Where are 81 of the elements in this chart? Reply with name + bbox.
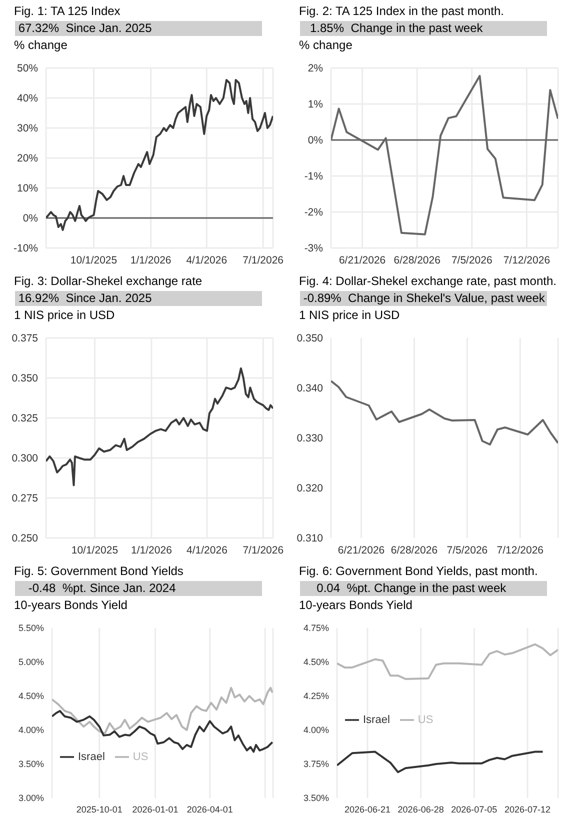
y-tick-label: 4.50%	[18, 691, 44, 702]
y-tick-label: 3.50%	[18, 759, 44, 770]
chart-title: Fig. 4: Dollar-Shekel exchange rate, past month.	[299, 274, 556, 288]
y-tick-label: 0.330	[296, 432, 324, 445]
legend-label: US	[418, 714, 434, 726]
y-tick-label: 5.50%	[18, 623, 44, 634]
x-tick-label: 2025-10-01	[76, 804, 122, 814]
x-tick-label: 1/1/2026	[131, 544, 172, 556]
x-tick-label: 2026-01-01	[132, 804, 178, 814]
y-tick-label: 50%	[16, 62, 38, 75]
y-tick-label: 0.250	[12, 532, 38, 545]
y-tick-label: 0.275	[12, 492, 38, 505]
chart-title: Fig. 2: TA 125 Index in the past month.	[299, 4, 504, 18]
legend-label: Israel	[363, 714, 390, 726]
y-tick-label: 5.00%	[18, 657, 44, 668]
x-tick-label: 4/1/2026	[186, 544, 228, 556]
x-tick-label: 7/12/2026	[503, 254, 550, 266]
y-tick-label: 3.75%	[303, 759, 329, 770]
x-tick-label: 2026-06-21	[344, 804, 391, 814]
y-tick-label: 0.350	[296, 332, 324, 345]
y-tick-label: 4.50%	[303, 657, 329, 668]
y-tick-label: 0.350	[12, 372, 38, 385]
y-tick-label: 10%	[16, 182, 38, 195]
chart-subtitle: 1.85% Change in the past week	[300, 21, 547, 36]
y-tick-label: 1%	[308, 98, 323, 111]
x-tick-label: 6/28/2026	[394, 254, 441, 266]
y-axis-title: 10-years Bonds Yield	[299, 598, 412, 612]
x-tick-label: 4/1/2026	[186, 254, 228, 266]
x-tick-label: 6/21/2026	[338, 254, 386, 266]
y-axis-title: % change	[299, 38, 352, 52]
x-tick-label: 2026-04-01	[186, 804, 233, 814]
y-tick-label: 4.25%	[303, 691, 329, 702]
x-tick-label: 2026-07-05	[451, 804, 498, 814]
y-tick-label: 0.300	[12, 452, 38, 465]
x-tick-label: 10/1/2025	[71, 544, 118, 556]
x-tick-label: 1/1/2026	[130, 254, 172, 266]
y-tick-label: 40%	[16, 92, 38, 105]
y-tick-label: 0%	[308, 134, 323, 147]
y-tick-label: 3.50%	[303, 793, 329, 804]
y-tick-label: 0%	[22, 212, 38, 225]
y-tick-label: -1%	[304, 170, 323, 183]
y-tick-label: 0.320	[296, 482, 324, 495]
y-axis-title: % change	[14, 38, 68, 52]
y-tick-label: 20%	[16, 152, 38, 165]
x-tick-label: 10/1/2025	[70, 254, 118, 266]
y-tick-label: 0.325	[12, 412, 38, 425]
y-tick-label: -10%	[13, 242, 38, 255]
y-tick-label: 4.00%	[18, 725, 44, 736]
chart-title: Fig. 6: Government Bond Yields, past month.	[299, 564, 538, 578]
x-tick-label: 7/5/2026	[451, 254, 492, 266]
y-tick-label: 2%	[308, 62, 323, 75]
y-tick-label: 4.00%	[303, 725, 329, 736]
x-tick-label: 7/5/2026	[446, 544, 488, 556]
x-tick-label: 7/12/2026	[496, 544, 544, 556]
chart-subtitle: -0.89% Change in Shekel's Value, past week	[300, 291, 547, 306]
y-tick-label: 0.375	[12, 332, 38, 345]
y-tick-label: -2%	[304, 206, 323, 219]
legend-label: US	[132, 750, 148, 763]
x-tick-label: 2026-06-28	[398, 804, 444, 814]
x-tick-label: 6/28/2026	[390, 544, 438, 556]
x-tick-label: 7/1/2026	[242, 254, 284, 266]
y-axis-title: 1 NIS price in USD	[14, 308, 115, 322]
y-tick-label: -3%	[304, 242, 323, 255]
chart-title: Fig. 3: Dollar-Shekel exchange rate	[14, 274, 202, 288]
x-tick-label: 7/1/2026	[242, 544, 284, 556]
y-tick-label: 30%	[16, 122, 38, 135]
y-tick-label: 0.340	[296, 382, 324, 395]
y-axis-title: 10-years Bonds Yield	[14, 598, 128, 612]
chart-subtitle: 67.32% Since Jan. 2025	[15, 21, 262, 36]
y-tick-label: 0.310	[296, 532, 324, 545]
chart-title: Fig. 5: Government Bond Yields	[14, 564, 184, 578]
legend-label: Israel	[78, 750, 105, 763]
chart-subtitle: 0.04 %pt. Change in the past week	[300, 581, 547, 596]
x-tick-label: 6/21/2026	[338, 544, 385, 556]
chart-subtitle: 16.92% Since Jan. 2025	[15, 291, 262, 306]
chart-title: Fig. 1: TA 125 Index	[14, 4, 120, 18]
y-tick-label: 3.00%	[18, 793, 44, 804]
chart-subtitle: -0.48 %pt. Since Jan. 2024	[15, 581, 262, 596]
x-tick-label: 2026-07-12	[504, 804, 551, 814]
y-tick-label: 4.75%	[303, 623, 329, 634]
y-axis-title: 1 NIS price in USD	[299, 308, 400, 322]
